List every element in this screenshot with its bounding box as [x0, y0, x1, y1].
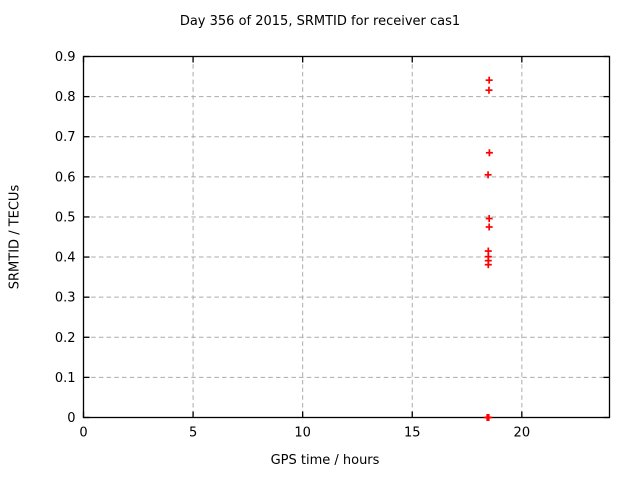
y-tick-label: 0.4 [55, 251, 76, 266]
y-tick-label: 0.9 [55, 50, 76, 65]
tick-labels: 0 5 10 15 20 0 0.1 0.2 0.3 0.4 0.5 0.6 0.7 0.8 0.9 [55, 50, 530, 441]
x-tick-label: 20 [514, 426, 531, 441]
y-tick-label: 0.3 [55, 291, 76, 306]
x-tick-label: 5 [189, 426, 197, 441]
y-tick-label: 0.8 [55, 90, 76, 105]
y-tick-label: 0.1 [55, 371, 76, 386]
data-point-marker [484, 261, 492, 269]
x-tick-label: 10 [294, 426, 311, 441]
data-points [483, 76, 493, 421]
grid-lines [83, 56, 610, 418]
data-point-marker [485, 223, 493, 231]
plot-border [82, 55, 611, 419]
y-axis-label: SRMTID / TECUs [7, 184, 23, 290]
chart-title: Day 356 of 2015, SRMTID for receiver cas… [179, 14, 461, 29]
data-point-marker [485, 86, 493, 94]
data-point-marker [485, 149, 493, 157]
y-tick-label: 0.6 [55, 170, 76, 185]
x-tick-label: 0 [79, 426, 87, 441]
data-point-marker [485, 414, 493, 421]
data-point-marker [485, 215, 493, 223]
x-tick-label: 15 [404, 426, 421, 441]
y-tick-label: 0.7 [55, 130, 76, 145]
axis-ticks [82, 55, 610, 419]
data-point-marker [484, 171, 492, 179]
y-tick-label: 0.5 [55, 210, 76, 225]
data-point-marker [485, 76, 493, 84]
y-tick-label: 0 [67, 411, 75, 426]
x-axis-label: GPS time / hours [270, 453, 380, 468]
y-tick-label: 0.2 [55, 331, 76, 346]
